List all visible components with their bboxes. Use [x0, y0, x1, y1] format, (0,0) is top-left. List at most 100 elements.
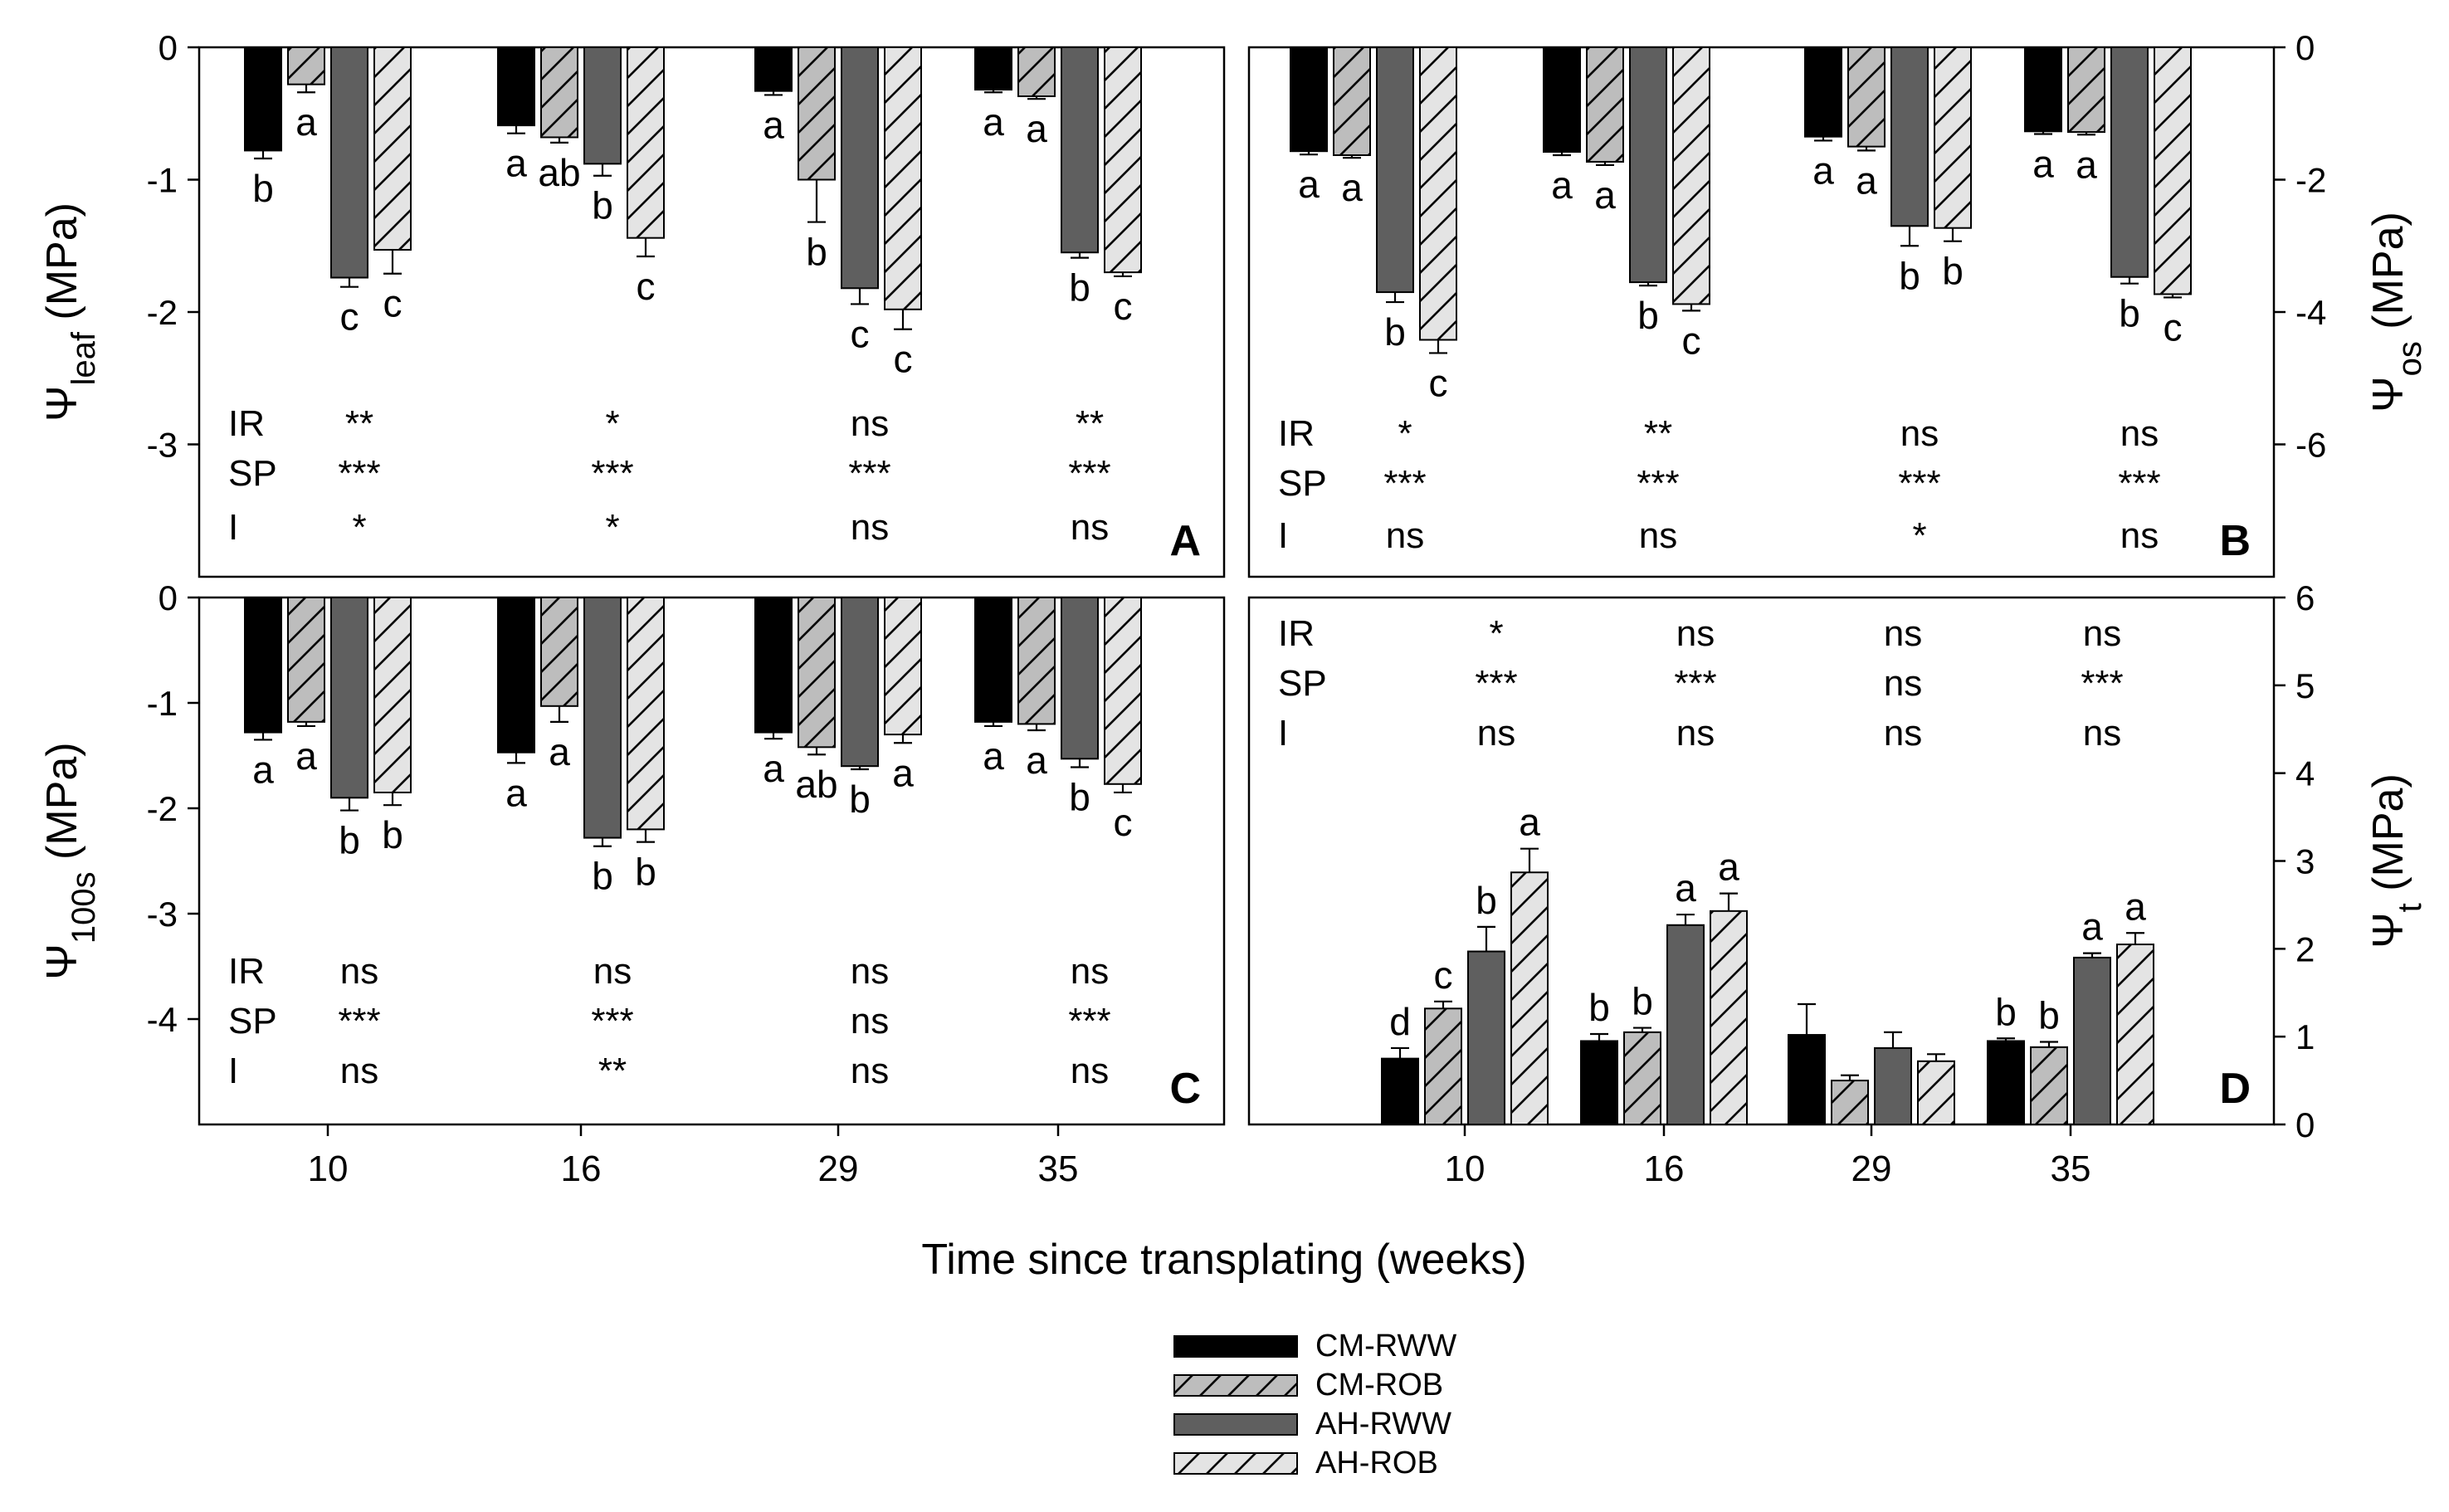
stats-row-label: IR: [1278, 413, 1315, 454]
significance-letter: a: [1718, 846, 1739, 889]
stats-value: ns: [1477, 713, 1515, 754]
stats-value: ***: [848, 453, 890, 494]
bar-hatch: [374, 47, 411, 251]
plot-frame: [198, 596, 1226, 1126]
significance-letter: a: [763, 103, 784, 146]
stats-value: **: [345, 403, 373, 444]
bar-hatch: [627, 597, 664, 830]
panel-letter: A: [1169, 517, 1201, 565]
stats-value: ns: [1884, 713, 1922, 754]
x-tick-label: 29: [1851, 1149, 1892, 1189]
stats-value: ***: [1383, 463, 1426, 504]
stats-value: ns: [1676, 713, 1715, 754]
significance-letter: b: [1384, 310, 1406, 354]
significance-letter: a: [505, 142, 527, 185]
stats-value: *: [1912, 515, 1926, 556]
significance-letter: a: [1026, 107, 1047, 150]
significance-letter: b: [339, 819, 360, 862]
bar-hatch: [1918, 1061, 1954, 1124]
x-tick-label: 29: [818, 1149, 859, 1189]
bar-hatch: [1848, 47, 1885, 147]
bar-hatch: [2154, 47, 2191, 295]
y-tick-label: 3: [2295, 842, 2315, 881]
significance-letter: a: [549, 730, 570, 773]
stats-value: ns: [1900, 413, 1939, 454]
stats-value: ***: [1068, 1001, 1110, 1041]
significance-letter: b: [2038, 994, 2060, 1037]
bar-hatch: [288, 47, 324, 85]
legend: CM-RWW CM-ROB AH-RWW AH-ROB: [1173, 1329, 1456, 1480]
significance-letter: b: [1476, 879, 1497, 922]
y-axis: 0 -1 -2 -3: [147, 28, 199, 465]
significance-letter: a: [1675, 866, 1696, 910]
significance-letter: a: [2125, 885, 2146, 928]
y-tick-label: -1: [147, 684, 178, 723]
stats-value: ns: [1071, 1051, 1109, 1091]
stats-value: ns: [851, 1001, 889, 1041]
stats-value: ***: [338, 1001, 380, 1041]
significance-letter: a: [1551, 163, 1573, 207]
y-tick-label: 0: [159, 578, 178, 617]
y-axis: 0 -2 -4 -6: [2274, 28, 2326, 465]
x-axis: 10 16 29 35: [1445, 1124, 2090, 1189]
significance-letter: c: [1682, 319, 1701, 362]
y-axis-label: Ψleaf (MPa): [38, 202, 102, 422]
x-axis-label: Time since transplating (weeks): [921, 1236, 1526, 1284]
significance-letter: b: [635, 851, 656, 894]
y-tick-label: 1: [2295, 1017, 2315, 1056]
stats-table: IR ** * ns **SP *** *** *** ***I * * ns ns: [228, 403, 1111, 548]
bar: [2110, 46, 2149, 278]
bar-hatch: [1624, 1032, 1661, 1124]
stats-value: ***: [591, 1001, 633, 1041]
legend-swatch: [1173, 1413, 1298, 1436]
significance-letter: c: [894, 338, 913, 381]
stats-row-label: SP: [1278, 463, 1327, 504]
bar: [1987, 1040, 2025, 1126]
bar: [244, 597, 282, 734]
stats-value: ns: [2120, 515, 2159, 556]
bar-hatch: [374, 597, 411, 793]
significance-letter: a: [983, 100, 1004, 144]
stats-value: ns: [851, 1051, 889, 1091]
bar: [497, 46, 535, 127]
y-axis-label: Ψos (MPa): [2364, 212, 2428, 412]
stats-table: IR * ns ns ns SP *** *** ns *** I ns ns ns ns: [1278, 613, 2124, 754]
significance-letter: a: [983, 734, 1004, 778]
y-tick-label: -4: [147, 1000, 178, 1039]
stats-value: ns: [1386, 515, 1424, 556]
stats-table: IR ns ns ns ns SP *** *** ns *** I ns ** ns ns: [228, 951, 1111, 1091]
bar: [1666, 924, 1705, 1125]
bar-hatch: [1934, 47, 1971, 228]
stats-value: ***: [1674, 663, 1716, 704]
y-tick-label: 0: [159, 28, 178, 67]
bar-hatch: [1105, 47, 1141, 273]
significance-letter: b: [382, 813, 403, 856]
stats-row-label: SP: [1278, 663, 1327, 704]
bar-hatch: [2068, 47, 2105, 133]
stats-value: **: [1076, 403, 1104, 444]
y-tick-label: 0: [2295, 1105, 2315, 1144]
stats-value: **: [598, 1051, 627, 1091]
significance-letter: c: [637, 265, 656, 308]
significance-letter: b: [1942, 250, 1964, 293]
legend-label: AH-ROB: [1315, 1446, 1438, 1480]
significance-letter: b: [849, 778, 871, 821]
bar: [330, 597, 368, 799]
bar-hatch: [627, 47, 664, 238]
x-tick-label: 16: [1644, 1149, 1685, 1189]
bar: [2024, 46, 2062, 133]
y-tick-label: 0: [2295, 28, 2315, 67]
significance-letter: a: [892, 751, 914, 794]
bar: [1543, 46, 1581, 154]
significance-letter: b: [1995, 990, 2017, 1033]
stats-row-label: SP: [228, 1001, 277, 1041]
stats-value: ***: [591, 453, 633, 494]
bar: [974, 46, 1012, 91]
bar: [754, 46, 793, 92]
significance-letter: a: [505, 771, 527, 814]
significance-letter: a: [1026, 739, 1047, 782]
